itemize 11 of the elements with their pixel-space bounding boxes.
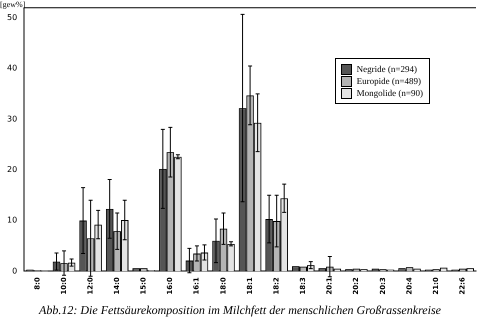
text: Abb.12: Die Fettsäurekomposition im Milchfett der menschlichen Großrassenkreise: [38, 302, 442, 317]
y-tick-label: 40: [6, 64, 18, 73]
y-axis-title: [gew%]: [0, 0, 26, 9]
y-tick-label: 50: [6, 13, 18, 22]
y-tick-label: 10: [6, 216, 18, 225]
legend-label: Mongolide (n=90): [356, 88, 423, 98]
legend-label: Europide (n=489): [356, 76, 421, 86]
y-tick-label: 30: [6, 114, 18, 124]
y-tick-label: 20: [6, 164, 18, 174]
legend-label: Negride (n=294): [356, 64, 417, 74]
y-tick-label: 0: [12, 266, 18, 276]
